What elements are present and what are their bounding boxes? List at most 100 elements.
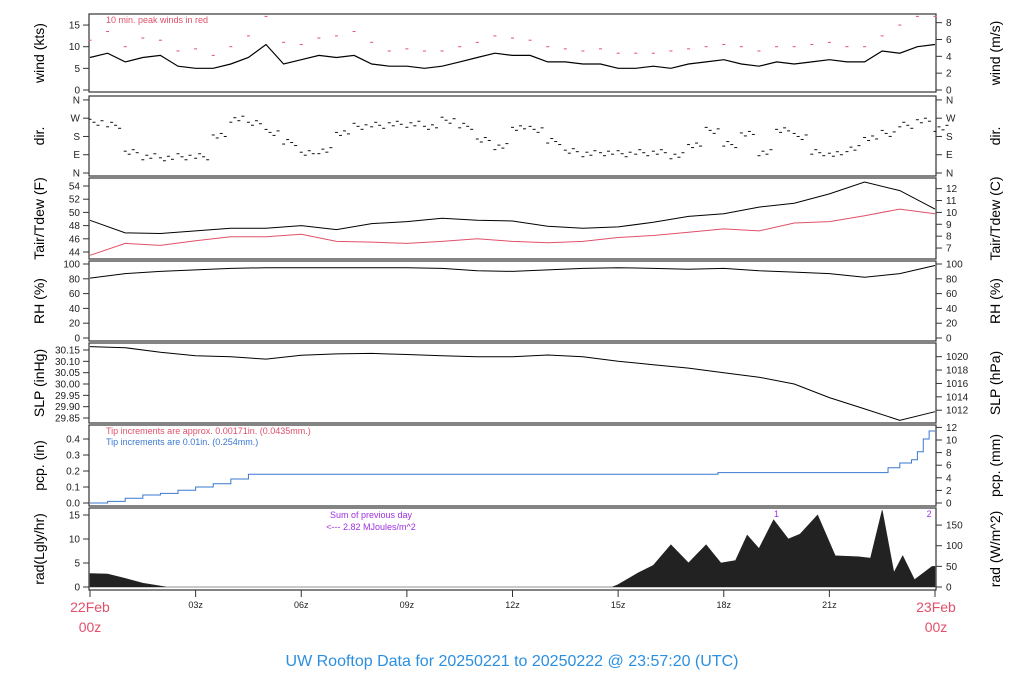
y-tick-label: E <box>73 150 80 161</box>
pcp-ylabel-right: pcp. (mm) <box>987 434 1003 497</box>
y-tick-label-right: 1016 <box>946 379 969 390</box>
y-tick-label-right: 100 <box>946 260 963 271</box>
y-tick-label-right: N <box>946 169 953 180</box>
y-tick-label: 5 <box>74 559 80 570</box>
y-tick-label: 0 <box>74 583 80 594</box>
temp-ylabel-right: Tair/Tdew (C) <box>987 176 1003 260</box>
slp-frame <box>88 342 937 424</box>
y-tick-label-right: 11 <box>946 196 957 207</box>
rh-frame <box>88 260 937 342</box>
end-day-label: 23Feb <box>916 599 956 615</box>
rh-ylabel: RH (%) <box>31 278 47 324</box>
x-tick-label: 03z <box>188 600 203 610</box>
y-tick-label: 15 <box>69 21 81 32</box>
pcp-annotation: Tip increments are 0.01in. (0.254mm.) <box>106 437 258 447</box>
y-tick-label-right: 0 <box>946 583 952 594</box>
y-tick-label-right: 40 <box>946 304 958 315</box>
x-tick-label: 06z <box>294 600 309 610</box>
rh-series <box>89 265 936 279</box>
y-tick-label-right: 20 <box>946 319 958 330</box>
y-tick-label: 30.15 <box>55 346 80 357</box>
temp-ylabel: Tair/Tdew (F) <box>31 177 47 259</box>
y-tick-label: 44 <box>69 248 81 259</box>
y-tick-label-right: 6 <box>946 35 952 46</box>
x-tick-label: 18z <box>716 600 731 610</box>
y-tick-label: 0.2 <box>66 467 80 478</box>
pcp-ylabel: pcp. (in) <box>31 440 47 491</box>
rad-marker: 2 <box>927 509 932 519</box>
x-tick-label: 09z <box>400 600 415 610</box>
y-tick-label: 0.3 <box>66 451 80 462</box>
y-tick-label-right: 4 <box>946 52 952 63</box>
y-tick-label-right: 80 <box>946 274 958 285</box>
y-tick-label-right: 0 <box>946 334 952 345</box>
y-tick-label-right: 10 <box>946 208 958 219</box>
y-tick-label: 50 <box>69 208 81 219</box>
x-tick-label: 21z <box>822 600 837 610</box>
tair-series <box>89 181 936 235</box>
y-tick-label-right: 150 <box>946 521 963 532</box>
y-tick-label: 0.0 <box>66 499 80 510</box>
y-tick-label: 30.10 <box>55 357 80 368</box>
y-tick-label: 29.90 <box>55 402 80 413</box>
y-tick-label-right: 6 <box>946 461 952 472</box>
y-tick-label: 60 <box>69 289 81 300</box>
y-tick-label-right: 0 <box>946 499 952 510</box>
y-tick-label-right: 2 <box>946 486 952 497</box>
x-tick-label: 15z <box>611 600 626 610</box>
y-tick-label: 0 <box>74 334 80 345</box>
y-tick-label-right: 12 <box>946 423 958 434</box>
start-hour-label: 00z <box>79 619 102 635</box>
wind-annotation: 10 min. peak winds in red <box>106 15 208 25</box>
rad-area <box>89 510 936 588</box>
y-tick-label: 40 <box>69 304 81 315</box>
wind-ylabel-right: wind (m/s) <box>987 21 1003 87</box>
y-tick-label: 46 <box>69 234 81 245</box>
slp-series <box>89 346 936 421</box>
y-tick-label: 5 <box>74 64 80 75</box>
rad-ylabel: rad(Lgly/hr) <box>31 513 47 585</box>
y-tick-label-right: 10 <box>946 436 958 447</box>
y-tick-label: S <box>73 132 80 143</box>
y-tick-label: N <box>73 169 80 180</box>
wind-ylabel: wind (kts) <box>31 23 47 84</box>
wind-frame <box>88 13 937 93</box>
y-tick-label-right: S <box>946 132 953 143</box>
start-day-label: 22Feb <box>70 599 110 615</box>
y-tick-label: 30.00 <box>55 380 80 391</box>
y-tick-label: 29.95 <box>55 391 80 402</box>
y-tick-label-right: 60 <box>946 289 958 300</box>
y-tick-label: 29.85 <box>55 414 80 425</box>
y-tick-label-right: 12 <box>946 184 958 195</box>
y-tick-label: 20 <box>69 319 81 330</box>
y-tick-label-right: 1014 <box>946 392 969 403</box>
wind-series <box>89 43 936 69</box>
y-tick-label-right: 1020 <box>946 352 969 363</box>
rh-panel: 0 0 20 20 40 40 60 60 80 80 100 100 RH (%) RH (%) <box>31 260 1003 345</box>
end-hour-label: 00z <box>925 619 948 635</box>
y-tick-label-right: 9 <box>946 220 952 231</box>
tdew-series <box>89 208 936 256</box>
y-tick-label-right: 8 <box>946 448 952 459</box>
slp-ylabel: SLP (inHg) <box>31 349 47 417</box>
y-tick-label: 30.05 <box>55 368 80 379</box>
rh-ylabel-right: RH (%) <box>987 278 1003 324</box>
y-tick-label: 80 <box>69 274 81 285</box>
x-tick-label: 12z <box>505 600 520 610</box>
y-tick-label-right: 1018 <box>946 366 969 377</box>
y-tick-label-right: 4 <box>946 473 952 484</box>
y-tick-label: 54 <box>69 182 81 193</box>
y-tick-label-right: 0 <box>946 86 952 97</box>
y-tick-label: N <box>73 95 80 106</box>
rad-marker: 1 <box>774 509 779 519</box>
y-tick-label-right: 8 <box>946 18 952 29</box>
y-tick-label-right: 7 <box>946 244 952 255</box>
pcp-panel: 0.0 0.1 0.2 0.3 0.4 0 2 46 810 12 pcp. (in) pcp. (m… <box>31 423 1003 510</box>
y-tick-label-right: W <box>946 114 956 125</box>
chart-title: UW Rooftop Data for 20250221 to 20250222… <box>286 653 739 670</box>
y-tick-label-right: 100 <box>946 541 963 552</box>
